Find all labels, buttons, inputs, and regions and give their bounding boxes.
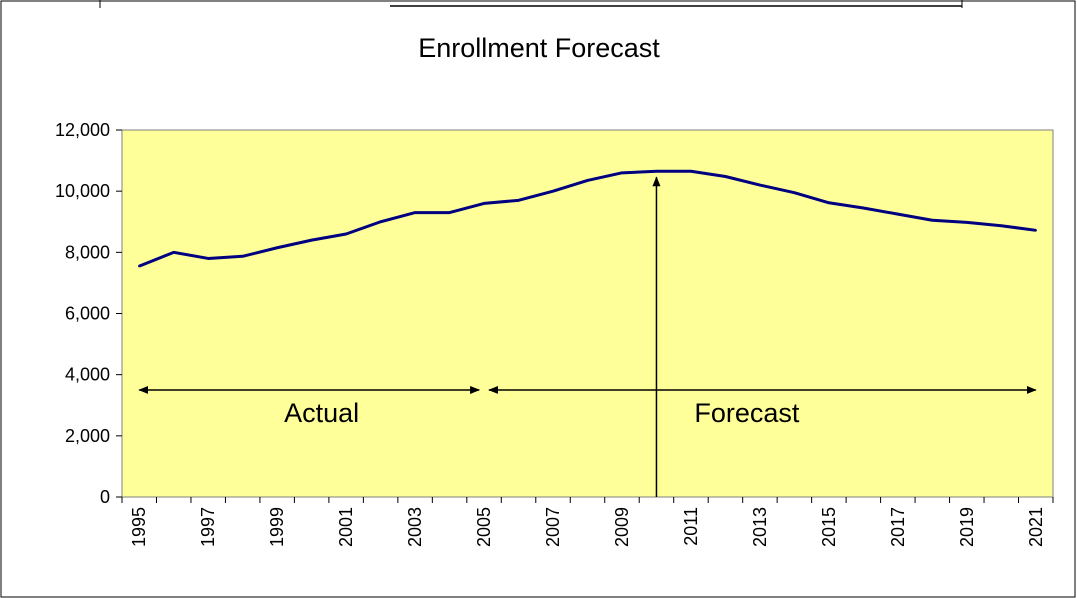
y-tick-label: 4,000 (65, 365, 110, 385)
y-tick-label: 10,000 (55, 181, 110, 201)
data-point (965, 221, 968, 224)
data-point (172, 251, 175, 254)
chart-title: Enrollment Forecast (418, 33, 660, 63)
data-point (138, 264, 141, 268)
data-point (931, 219, 934, 222)
data-point (482, 202, 486, 205)
data-point (793, 191, 796, 194)
data-point (827, 201, 831, 204)
data-point (862, 206, 865, 210)
data-point (310, 238, 313, 242)
x-tick-label: 2017 (888, 507, 908, 547)
x-tick-label: 1999 (267, 507, 287, 547)
y-tick-label: 2,000 (65, 426, 110, 446)
x-tick-label: 1995 (129, 507, 149, 547)
data-point (689, 170, 693, 173)
x-tick-label: 2013 (750, 507, 770, 547)
y-tick-label: 6,000 (65, 304, 110, 324)
y-tick-label: 0 (100, 487, 110, 507)
data-point (1034, 229, 1037, 232)
data-point (517, 199, 520, 202)
x-tick-label: 2001 (336, 507, 356, 547)
data-point (413, 211, 417, 214)
x-tick-label: 1997 (198, 507, 218, 547)
data-point (896, 212, 900, 216)
annotations: Actual Forecast (138, 176, 1037, 497)
annotation-label: Forecast (694, 398, 800, 428)
data-point (275, 246, 279, 249)
data-point (758, 183, 762, 187)
x-tick-label: 2011 (681, 507, 701, 546)
data-point (448, 211, 451, 214)
data-point (241, 255, 244, 258)
data-point (379, 220, 382, 223)
data-point (655, 170, 658, 173)
data-point (724, 175, 727, 178)
series-group (138, 169, 1037, 268)
x-tick-label: 2015 (819, 507, 839, 547)
x-tick-label: 2007 (543, 507, 563, 547)
data-point (551, 189, 555, 193)
x-tick-label: 2019 (957, 507, 977, 547)
data-point (344, 232, 348, 236)
x-tick-label: 2003 (405, 507, 425, 547)
plot-area (121, 129, 1054, 498)
y-axis: 0 2,000 4,000 6,000 8,000 10,000 12,000 (55, 120, 122, 507)
x-tick-label: 2009 (612, 507, 632, 547)
x-axis: 1995 1997 1999 2001 2003 2005 2007 2009 2011 2013… (121, 497, 1054, 547)
x-tick-label: 2005 (474, 507, 494, 547)
data-point (1000, 224, 1003, 227)
data-point (586, 179, 589, 182)
y-tick-label: 8,000 (65, 242, 110, 262)
x-tick-label: 2021 (1026, 507, 1046, 547)
data-point (207, 257, 210, 260)
data-point (620, 171, 624, 175)
annotation-label: Actual (284, 398, 359, 428)
y-tick-label: 12,000 (55, 120, 110, 140)
